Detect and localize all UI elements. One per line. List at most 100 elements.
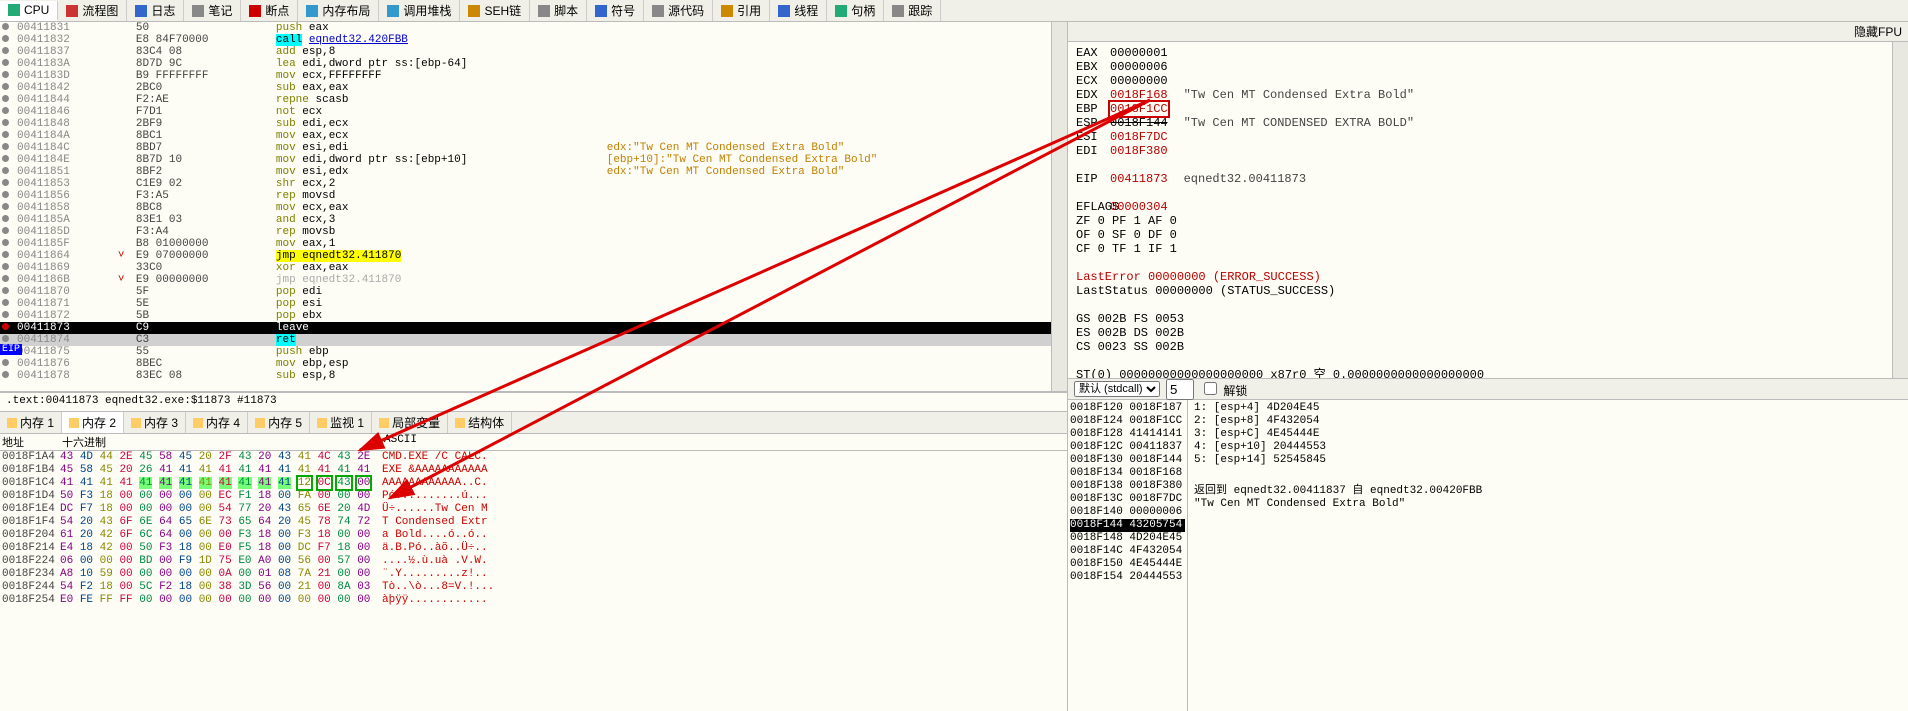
dump-row[interactable]: 0018F1C441 41 41 41 41 41 41 41 41 41 41… — [0, 477, 1067, 490]
tab-符号[interactable]: 符号 — [587, 0, 644, 21]
register-row[interactable]: CF 0 TF 1 IF 1 — [1076, 242, 1900, 256]
register-row[interactable]: GS 002B FS 0053 — [1076, 312, 1900, 326]
disassembly-panel[interactable]: EIP 0041183150push eax00411832E8 84F7000… — [0, 22, 1067, 392]
disasm-row[interactable]: 0041184A8BC1mov eax,ecx — [0, 130, 1067, 142]
disasm-row[interactable]: 004118422BC0sub eax,eax — [0, 82, 1067, 94]
stack-row[interactable]: 0018F130 0018F144 — [1070, 454, 1185, 467]
dump-row[interactable]: 0018F234A8 10 59 00 00 00 00 00 0A 00 01… — [0, 568, 1067, 581]
disasm-row[interactable]: 004118518BF2mov esi,edxedx:"Tw Cen MT Co… — [0, 166, 1067, 178]
dump-tab[interactable]: 结构体 — [448, 412, 512, 433]
disasm-row[interactable]: 0041183A8D7D 9Clea edi,dword ptr ss:[ebp… — [0, 58, 1067, 70]
tab-线程[interactable]: 线程 — [770, 0, 827, 21]
tab-源代码[interactable]: 源代码 — [644, 0, 713, 21]
disasm-row[interactable]: 00411856F3:A5rep movsd — [0, 190, 1067, 202]
disasm-row[interactable]: 004118705Fpop edi — [0, 286, 1067, 298]
stack-row[interactable]: 0018F134 0018F168 — [1070, 467, 1185, 480]
unlock-checkbox[interactable]: 解锁 — [1200, 379, 1247, 399]
disasm-row[interactable]: 004118588BC8mov ecx,eax — [0, 202, 1067, 214]
tab-调用堆栈[interactable]: 调用堆栈 — [379, 0, 460, 21]
register-row[interactable]: EDI0018F380 — [1076, 144, 1900, 158]
disasm-row[interactable]: 004118715Epop esi — [0, 298, 1067, 310]
disasm-row[interactable]: 0041187883EC 08sub esp,8 — [0, 370, 1067, 382]
register-row[interactable]: ESI0018F7DC — [1076, 130, 1900, 144]
dump-tab[interactable]: 内存 2 — [62, 412, 124, 433]
dump-tab[interactable]: 内存 1 — [0, 412, 62, 433]
register-row[interactable]: ECX00000000 — [1076, 74, 1900, 88]
dump-tab[interactable]: 内存 3 — [124, 412, 186, 433]
dump-tab[interactable]: 内存 4 — [186, 412, 248, 433]
register-row[interactable]: EIP00411873eqnedt32.00411873 — [1076, 172, 1900, 186]
disasm-row[interactable]: 0041185A83E1 03and ecx,3 — [0, 214, 1067, 226]
disasm-row[interactable]: 0041183150push eax — [0, 22, 1067, 34]
dump-row[interactable]: 0018F254E0 FE FF FF 00 00 00 00 00 00 00… — [0, 594, 1067, 607]
dump-row[interactable]: 0018F214E4 18 42 00 50 F3 18 00 E0 F5 18… — [0, 542, 1067, 555]
stack-panel[interactable]: 0018F120 0018F1870018F124 0018F1CC0018F1… — [1068, 400, 1908, 711]
register-row[interactable]: EDX0018F168"Tw Cen MT Condensed Extra Bo… — [1076, 88, 1900, 102]
disasm-row[interactable]: 0041187555push ebp — [0, 346, 1067, 358]
arg-count-input[interactable] — [1166, 379, 1194, 400]
register-row[interactable]: EAX00000001 — [1076, 46, 1900, 60]
register-row[interactable]: ES 002B DS 002B — [1076, 326, 1900, 340]
dump-row[interactable]: 0018F24454 F2 18 00 5C F2 18 00 38 3D 56… — [0, 581, 1067, 594]
dump-row[interactable]: 0018F1E4DC F7 18 00 00 00 00 00 54 77 20… — [0, 503, 1067, 516]
disasm-row[interactable]: 004118482BF9sub edi,ecx — [0, 118, 1067, 130]
stack-row[interactable]: 0018F140 00000006 — [1070, 506, 1185, 519]
register-row[interactable]: EBX00000006 — [1076, 60, 1900, 74]
register-row[interactable] — [1076, 354, 1900, 368]
disasm-row[interactable]: 00411873C9leave — [0, 322, 1067, 334]
registers-panel[interactable]: EAX00000001EBX00000006ECX00000000EDX0018… — [1068, 42, 1908, 378]
dump-tab[interactable]: 内存 5 — [248, 412, 310, 433]
register-row[interactable]: LastStatus 00000000 (STATUS_SUCCESS) — [1076, 284, 1900, 298]
register-row[interactable]: ZF 0 PF 1 AF 0 — [1076, 214, 1900, 228]
tab-流程图[interactable]: 流程图 — [58, 0, 127, 21]
tab-脚本[interactable]: 脚本 — [530, 0, 587, 21]
disasm-row[interactable]: 00411864˅E9 07000000jmp eqnedt32.411870 — [0, 250, 1067, 262]
tab-断点[interactable]: 断点 — [241, 0, 298, 21]
stack-row[interactable]: 0018F12C 00411837 — [1070, 441, 1185, 454]
dump-row[interactable]: 0018F20461 20 42 6F 6C 64 00 00 00 F3 18… — [0, 529, 1067, 542]
stack-row[interactable]: 0018F138 0018F380 — [1070, 480, 1185, 493]
dump-row[interactable]: 0018F1B445 58 45 20 26 41 41 41 41 41 41… — [0, 464, 1067, 477]
stack-row[interactable]: 0018F128 41414141 — [1070, 428, 1185, 441]
disasm-row[interactable]: 00411853C1E9 02shr ecx,2 — [0, 178, 1067, 190]
stack-row[interactable]: 0018F14C 4F432054 — [1070, 545, 1185, 558]
register-row[interactable] — [1076, 158, 1900, 172]
disasm-row[interactable]: 00411846F7D1not ecx — [0, 106, 1067, 118]
dump-row[interactable]: 0018F1F454 20 43 6F 6E 64 65 6E 73 65 64… — [0, 516, 1067, 529]
stack-row[interactable]: 0018F150 4E45444E — [1070, 558, 1185, 571]
dump-tab[interactable]: 监视 1 — [310, 412, 372, 433]
dump-row[interactable]: 0018F1A443 4D 44 2E 45 58 45 20 2F 43 20… — [0, 451, 1067, 464]
register-row[interactable]: ESP0018F144"Tw Cen MT CONDENSED EXTRA BO… — [1076, 116, 1900, 130]
disasm-row[interactable]: 0041183783C4 08add esp,8 — [0, 46, 1067, 58]
register-row[interactable]: EBP0018F1CC — [1076, 102, 1900, 116]
disasm-row[interactable]: 0041186933C0xor eax,eax — [0, 262, 1067, 274]
fpu-toggle[interactable]: 隐藏FPU — [1068, 22, 1908, 42]
tab-内存布局[interactable]: 内存布局 — [298, 0, 379, 21]
register-row[interactable]: EFLAGS00000304 — [1076, 200, 1900, 214]
disasm-row[interactable]: 0041183DB9 FFFFFFFFmov ecx,FFFFFFFF — [0, 70, 1067, 82]
disasm-row[interactable]: 00411832E8 84F70000call eqnedt32.420FBB — [0, 34, 1067, 46]
dump-row[interactable]: 0018F22406 00 00 00 BD 00 F9 1D 75 E0 A0… — [0, 555, 1067, 568]
disasm-row[interactable]: 0041184C8BD7mov esi,ediedx:"Tw Cen MT Co… — [0, 142, 1067, 154]
register-row[interactable] — [1076, 186, 1900, 200]
stack-row[interactable]: 0018F144 43205754 — [1070, 519, 1185, 532]
disasm-scrollbar[interactable] — [1051, 22, 1067, 391]
register-row[interactable] — [1076, 256, 1900, 270]
register-row[interactable] — [1076, 298, 1900, 312]
disasm-row[interactable]: 004118725Bpop ebx — [0, 310, 1067, 322]
callconv-select[interactable]: 默认 (stdcall) — [1074, 381, 1160, 397]
tab-日志[interactable]: 日志 — [127, 0, 184, 21]
dump-row[interactable]: 0018F1D450 F3 18 00 00 00 00 00 EC F1 18… — [0, 490, 1067, 503]
disasm-row[interactable]: 004118768BECmov ebp,esp — [0, 358, 1067, 370]
disasm-row[interactable]: 0041186B˅E9 00000000jmp eqnedt32.411870 — [0, 274, 1067, 286]
tab-引用[interactable]: 引用 — [713, 0, 770, 21]
memory-dump-2[interactable]: 地址 十六进制 ASCII 0018F1A443 4D 44 2E 45 58 … — [0, 434, 1067, 711]
stack-row[interactable]: 0018F124 0018F1CC — [1070, 415, 1185, 428]
stack-row[interactable]: 0018F13C 0018F7DC — [1070, 493, 1185, 506]
register-row[interactable]: OF 0 SF 0 DF 0 — [1076, 228, 1900, 242]
disasm-row[interactable]: 00411844F2:AErepne scasb — [0, 94, 1067, 106]
regs-scrollbar[interactable] — [1892, 42, 1908, 378]
stack-row[interactable]: 0018F120 0018F187 — [1070, 402, 1185, 415]
stack-row[interactable]: 0018F148 4D204E45 — [1070, 532, 1185, 545]
disasm-row[interactable]: 0041185DF3:A4rep movsb — [0, 226, 1067, 238]
